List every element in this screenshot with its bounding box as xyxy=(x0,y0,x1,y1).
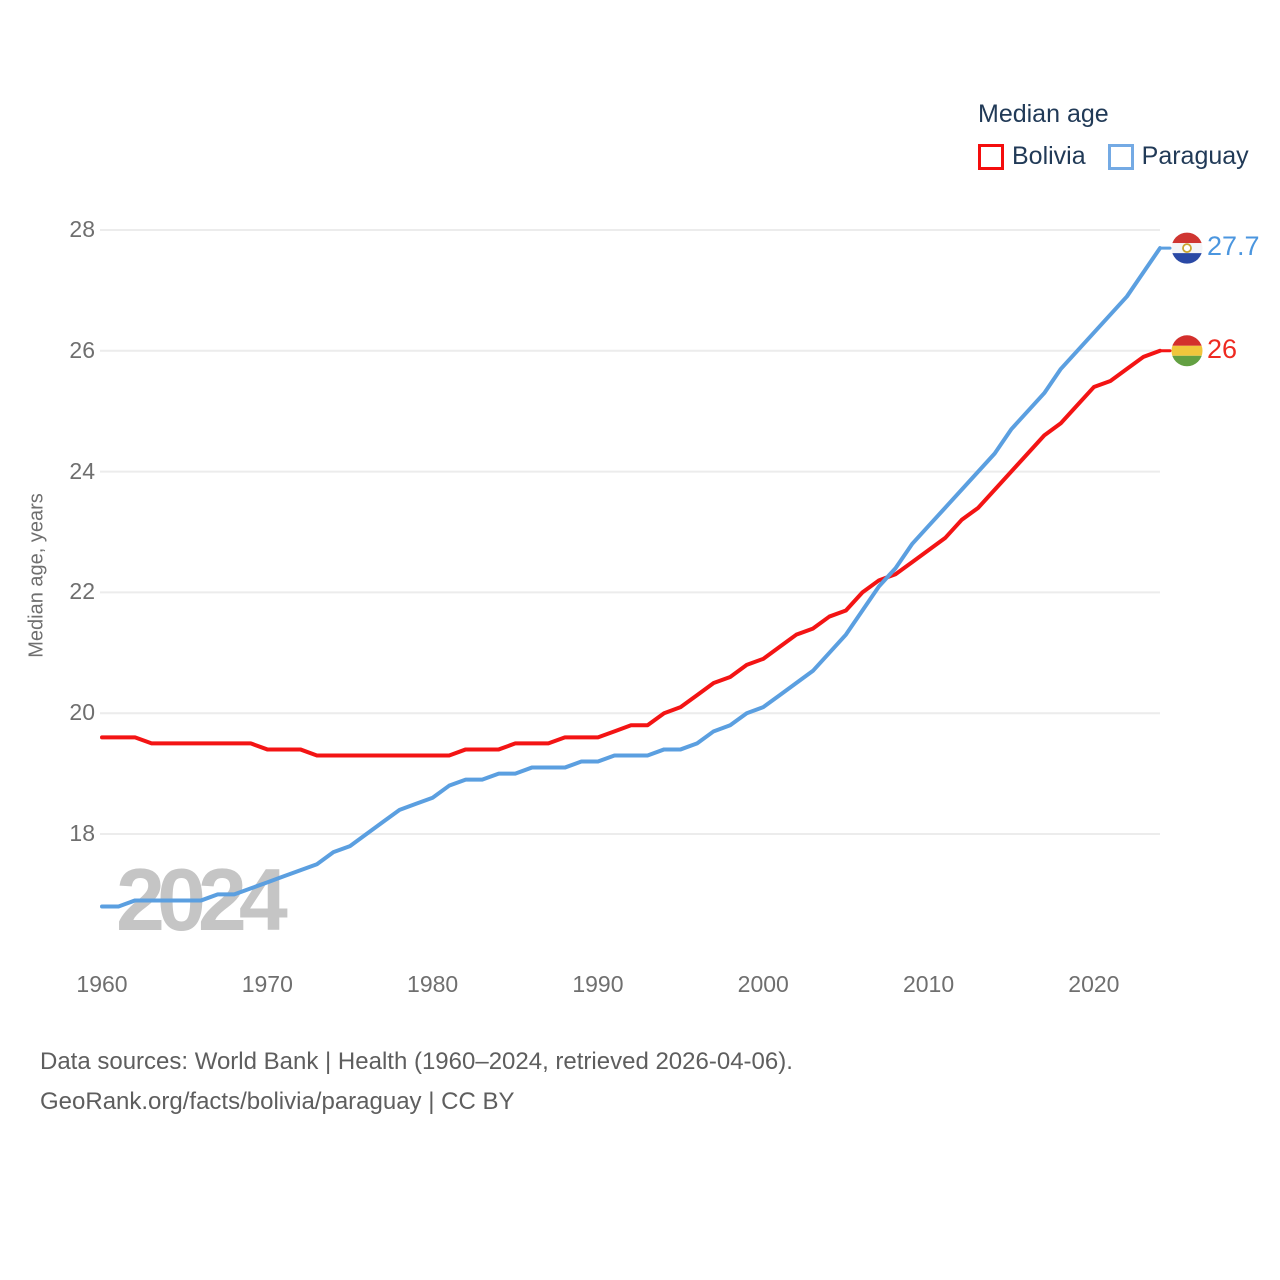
x-tick-label-2000: 2000 xyxy=(737,971,789,997)
gridlines xyxy=(100,229,1160,835)
series-lines xyxy=(100,246,1172,909)
data-sources-line: Data sources: World Bank | Health (1960–… xyxy=(40,1048,793,1075)
legend-item-bolivia[interactable]: Bolivia xyxy=(978,142,1086,171)
bolivia-flag-icon xyxy=(1171,335,1203,367)
x-tick-label-1960: 1960 xyxy=(76,971,128,997)
legend-label-paraguay: Paraguay xyxy=(1141,142,1249,170)
y-tick-label-22: 22 xyxy=(69,578,95,605)
y-tick-label-26: 26 xyxy=(69,336,95,363)
x-tick-label-1990: 1990 xyxy=(572,971,624,997)
legend-item-paraguay[interactable]: Paraguay xyxy=(1107,142,1249,171)
paraguay-end-value: 27.7 xyxy=(1207,231,1260,262)
x-tick-label-2010: 2010 xyxy=(902,971,955,997)
x-tick-label-1970: 1970 xyxy=(241,971,293,997)
legend-label-bolivia: Bolivia xyxy=(1012,142,1086,170)
y-tick-label-24: 24 xyxy=(69,457,95,484)
legend: Median age Bolivia Paraguay xyxy=(978,100,1249,171)
legend-title: Median age xyxy=(978,100,1109,128)
paraguay-flag-icon xyxy=(1171,232,1203,264)
y-tick-label-20: 20 xyxy=(69,699,95,726)
y-tick-label-28: 28 xyxy=(69,216,95,242)
x-tick-label-1980: 1980 xyxy=(407,971,459,997)
legend-items: Bolivia Paraguay xyxy=(978,142,1249,171)
series-line-bolivia xyxy=(100,348,1162,758)
y-axis-title: Median age, years xyxy=(25,493,48,658)
bolivia-end-value: 26 xyxy=(1207,333,1238,364)
source-attribution: Data sources: World Bank | Health (1960–… xyxy=(40,1042,793,1122)
bolivia-swatch-icon xyxy=(978,143,1004,170)
y-tick-label-18: 18 xyxy=(69,820,95,846)
x-tick-label-2020: 2020 xyxy=(1068,971,1120,997)
series-line-paraguay xyxy=(100,246,1162,909)
paraguay-swatch-icon xyxy=(1107,143,1134,170)
georank-link-line: GeoRank.org/facts/bolivia/paraguay | CC … xyxy=(40,1088,515,1115)
